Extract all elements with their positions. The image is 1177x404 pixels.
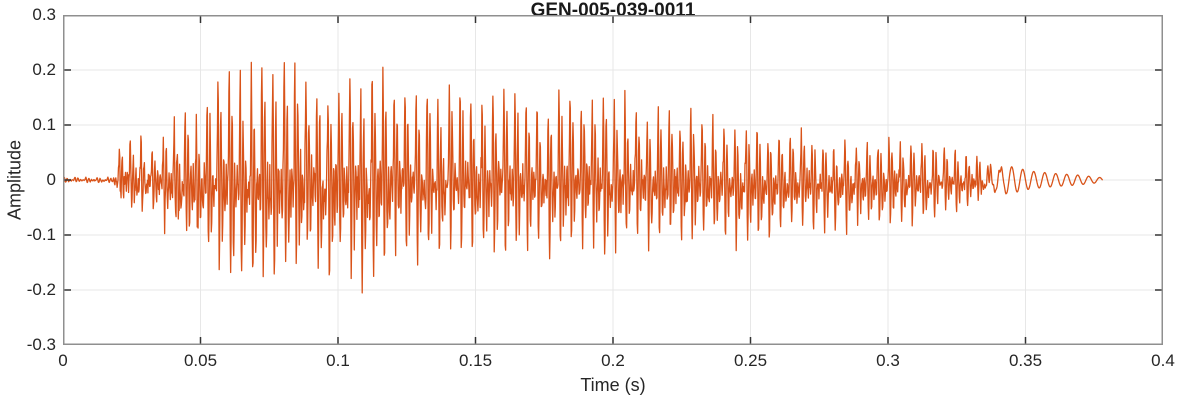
y-tick-label: -0.2 (26, 280, 56, 299)
x-tick-label: 0.1 (326, 351, 350, 370)
x-tick-label: 0.2 (601, 351, 625, 370)
plot-svg (62, 14, 1164, 346)
x-tick-label: 0.15 (458, 351, 493, 370)
x-tick-label: 0.25 (733, 351, 768, 370)
y-axis-label: Amplitude (4, 139, 25, 221)
x-tick-label: 0.4 (1151, 351, 1175, 370)
x-tick-label: 0 (58, 351, 68, 370)
y-tick-label: 0.3 (32, 5, 56, 24)
y-tick-label: 0 (46, 170, 56, 189)
waveform-line (62, 61, 1103, 294)
plot-area (62, 14, 1164, 346)
plot-border (63, 15, 1163, 345)
y-tick-label: 0.2 (32, 60, 56, 79)
x-axis-label: Time (s) (580, 375, 646, 395)
y-tick-label: -0.3 (26, 335, 56, 354)
y-tick-label: -0.1 (26, 225, 56, 244)
y-tick-label: 0.1 (32, 115, 56, 134)
x-tick-label: 0.35 (1008, 351, 1043, 370)
x-tick-label: 0.05 (183, 351, 218, 370)
x-tick-label: 0.3 (876, 351, 900, 370)
